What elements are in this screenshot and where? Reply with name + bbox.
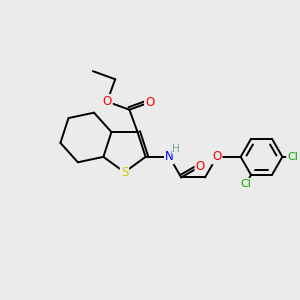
Text: Cl: Cl [241,179,251,189]
Text: S: S [121,166,128,179]
Text: O: O [103,95,112,108]
Text: Cl: Cl [287,152,298,162]
Text: O: O [195,160,205,173]
Text: O: O [145,96,154,109]
Text: O: O [103,95,112,108]
Text: H: H [172,144,180,154]
Text: O: O [212,150,221,164]
Text: O: O [145,96,154,109]
Text: N: N [165,150,174,164]
Text: S: S [121,166,128,179]
